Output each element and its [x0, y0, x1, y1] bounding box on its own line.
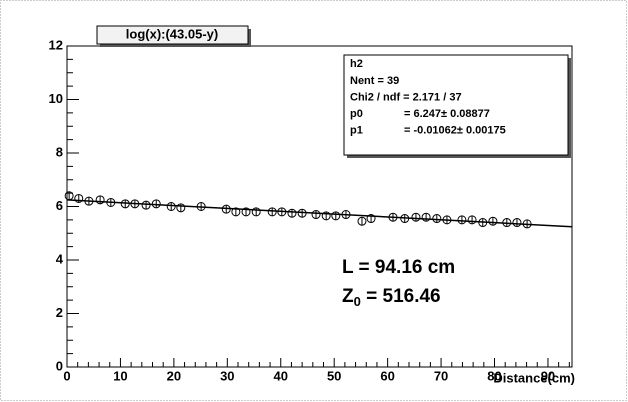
- data-point: [311, 210, 321, 220]
- y-tick-label: 8: [56, 144, 63, 159]
- data-point: [321, 211, 331, 221]
- x-tick-label: 70: [434, 368, 448, 383]
- data-point: [366, 214, 376, 224]
- stats-text: Nent = 39: [350, 75, 399, 87]
- data-point: [421, 212, 431, 222]
- y-tick-label: 0: [56, 358, 63, 373]
- x-tick-label: 60: [380, 368, 394, 383]
- x-tick-label: 90: [541, 368, 555, 383]
- stats-text: p0: [350, 108, 363, 120]
- chart-title: log(x):(43.05-y): [126, 26, 218, 41]
- annotation-text: Z: [342, 286, 354, 307]
- annotation-text: L = 94.16 cm: [342, 257, 455, 278]
- data-point: [287, 208, 297, 218]
- annotation-text: = 516.46: [361, 286, 441, 307]
- stats-text: = 6.247± 0.08877: [404, 108, 490, 120]
- data-point: [74, 193, 84, 203]
- x-tick-label: 40: [274, 368, 288, 383]
- data-point: [141, 200, 151, 210]
- annotation-subscript: 0: [354, 294, 361, 309]
- data-point: [331, 211, 341, 221]
- title-box: [96, 25, 249, 45]
- fit-line: [66, 199, 573, 228]
- stats-text: p1: [350, 124, 363, 136]
- x-tick-label: 80: [487, 368, 501, 383]
- x-tick-label: 50: [327, 368, 341, 383]
- data-point: [488, 216, 498, 226]
- stats-text: = -0.01062± 0.00175: [404, 124, 506, 136]
- stats-name: h2: [350, 58, 363, 70]
- x-tick-label: 10: [113, 368, 127, 383]
- y-tick-label: 2: [56, 305, 63, 320]
- data-point: [231, 207, 241, 217]
- data-point: [176, 203, 186, 213]
- data-point: [467, 215, 477, 225]
- data-point: [251, 207, 261, 217]
- data-point: [457, 215, 467, 225]
- x-tick-label: 20: [167, 368, 181, 383]
- data-point: [411, 212, 421, 222]
- data-point: [267, 207, 277, 217]
- data-point: [95, 195, 105, 205]
- stats-box: [343, 54, 569, 156]
- y-tick-label: 12: [49, 37, 63, 52]
- stats-text: Chi2 / ndf = 2.171 / 37: [350, 91, 462, 103]
- x-tick-label: 30: [220, 368, 234, 383]
- data-point: [512, 218, 522, 228]
- data-point: [357, 216, 367, 226]
- data-point: [241, 207, 251, 217]
- y-tick-label: 4: [56, 251, 64, 266]
- data-point: [166, 202, 176, 211]
- data-point: [432, 214, 442, 224]
- y-tick-label: 6: [56, 198, 63, 213]
- x-axis-label: Distance(cm): [493, 370, 575, 385]
- annotation: L = 94.16 cm: [342, 257, 455, 278]
- y-tick-label: 10: [49, 91, 63, 106]
- x-tick-label: 0: [63, 368, 70, 383]
- annotation: Z0 = 516.46: [342, 286, 441, 309]
